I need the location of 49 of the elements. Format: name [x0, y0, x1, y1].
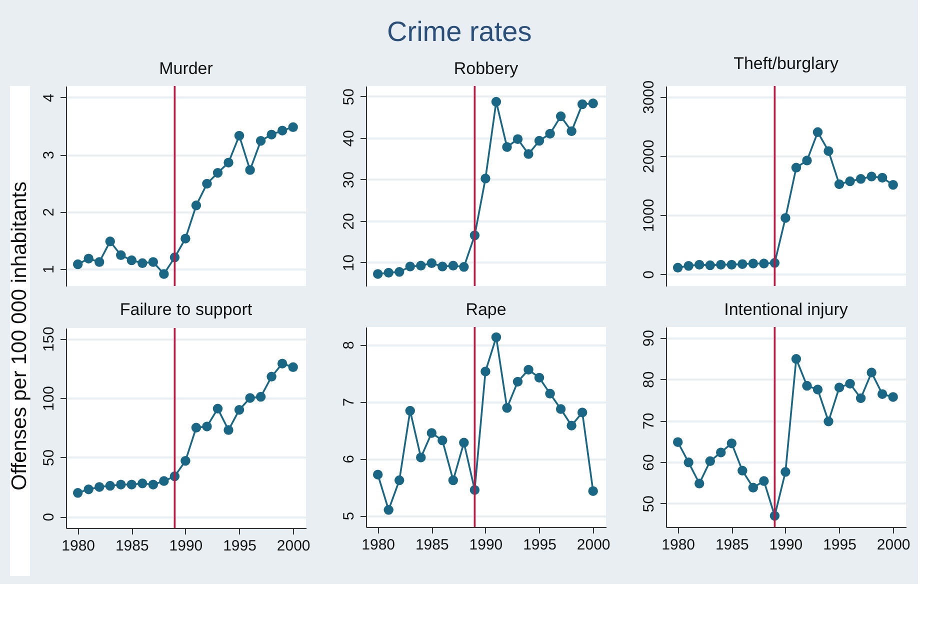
y-tick-label: 90 [640, 330, 658, 347]
y-tick-label: 80 [640, 371, 658, 388]
y-tick-label: 50 [640, 496, 658, 512]
x-tick-label: 1985 [115, 538, 149, 554]
chart-title: Robbery [454, 59, 519, 78]
y-tick-label: 50 [340, 88, 358, 106]
x-tick-label: 1980 [662, 536, 696, 554]
x-tick-label: 1990 [469, 536, 503, 554]
x-tick-label: 1990 [769, 536, 803, 554]
chart-title: Intentional injury [724, 300, 848, 320]
y-tick-label: 60 [640, 454, 658, 471]
x-tick-label: 2000 [276, 538, 310, 554]
y-tick-label: 100 [40, 386, 58, 412]
y-tick-label: 2 [40, 208, 58, 216]
x-tick-label: 1980 [362, 536, 396, 554]
chart-title: Rape [466, 300, 506, 320]
x-tick-label: 1995 [823, 536, 856, 554]
x-tick-label: 1985 [415, 536, 449, 554]
x-tick-label: 1995 [523, 536, 556, 554]
x-tick-label: 1995 [223, 538, 256, 554]
y-tick-label: 1 [40, 265, 58, 274]
y-tick-label: 50 [40, 449, 58, 466]
y-tick-label: 3000 [640, 80, 658, 114]
y-tick-label: 7 [340, 398, 358, 406]
y-tick-label: 5 [340, 512, 358, 520]
x-tick-label: 2000 [876, 536, 910, 554]
y-tick-label: 150 [40, 326, 58, 352]
x-tick-label: 2000 [576, 536, 610, 554]
y-tick-label: 2000 [640, 140, 658, 174]
x-tick-label: 1990 [169, 538, 203, 554]
chart-title: Murder [159, 59, 214, 78]
y-tick-label: 70 [640, 412, 658, 430]
x-tick-label: 1980 [62, 538, 96, 554]
y-tick-label: 1000 [640, 198, 658, 232]
y-tick-label: 3 [40, 150, 58, 160]
chart-title: Failure to support [120, 300, 252, 320]
chart-title: Theft/burglary [734, 54, 839, 73]
y-tick-label: 30 [340, 172, 358, 188]
y-tick-label: 40 [340, 130, 358, 147]
y-tick-label: 20 [340, 213, 358, 230]
y-tick-label: 10 [340, 254, 358, 272]
y-tick-label: 0 [640, 270, 658, 279]
y-tick-label: 8 [340, 340, 358, 350]
x-tick-label: 1985 [715, 536, 749, 554]
y-tick-label: 6 [340, 454, 358, 464]
y-tick-label: 4 [40, 94, 58, 102]
y-axis-title: Offenses per 100 000 inhabitants [8, 181, 31, 491]
text: Crime rates [387, 16, 532, 47]
y-tick-label: 0 [40, 512, 58, 522]
